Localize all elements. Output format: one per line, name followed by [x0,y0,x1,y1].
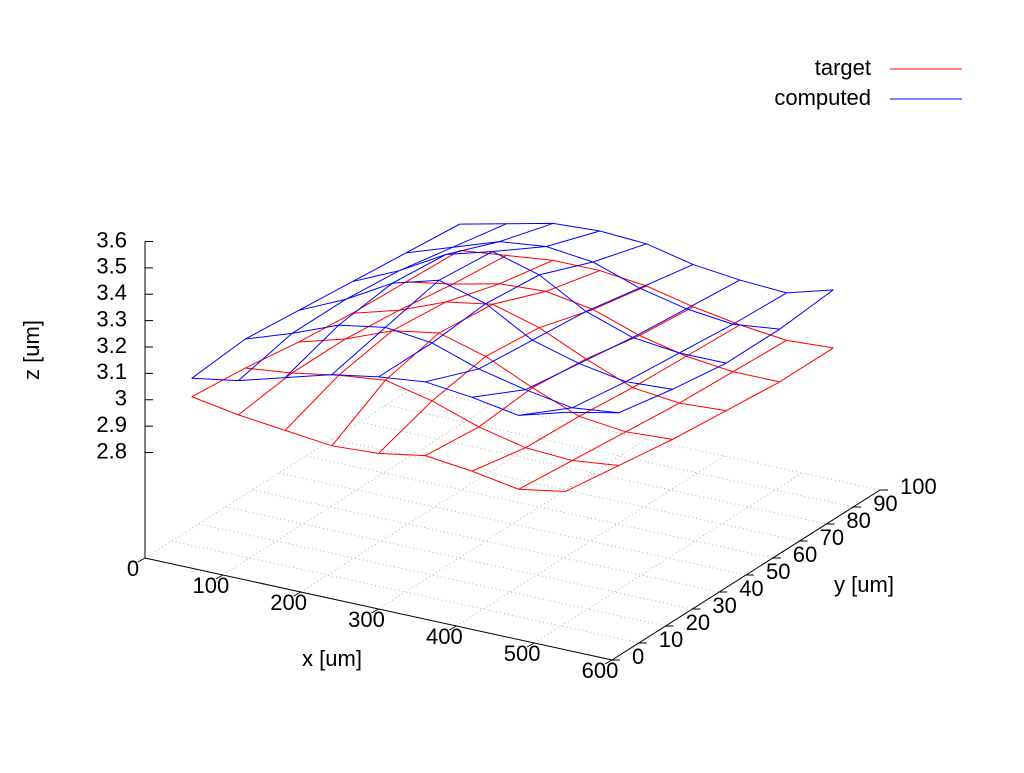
x-tick [371,608,379,614]
x-tick-label: 200 [270,590,307,615]
y-tick-label: 40 [739,576,763,601]
surface-row [245,324,619,414]
x-tick-label: 300 [348,607,385,632]
legend-label: computed [774,85,871,110]
x-tick [526,642,535,648]
grid-line [171,540,639,644]
y-tick-label: 60 [793,542,817,567]
x-tick-label: 500 [504,641,541,666]
z-tick-label: 3.5 [96,254,127,279]
surface-column [425,264,694,383]
x-tick [449,625,457,631]
x-tick-label: 0 [127,556,139,581]
surface-column [471,279,741,398]
surface-column [518,339,787,490]
surface-row [459,222,834,294]
grid-line [533,472,803,644]
grid-line [222,404,492,576]
surface-row [298,330,673,440]
surface-row [352,301,727,412]
y-tick-label: 20 [686,610,710,635]
x-tick [215,574,224,580]
grid-line [278,472,747,576]
x-tick [604,659,613,665]
y-tick-label: 80 [846,508,870,533]
z-tick-label: 3.3 [96,306,127,331]
surface-row [298,279,673,390]
y-tick-label: 100 [900,474,937,499]
y-tick-label: 0 [632,644,644,669]
x-tick-label: 400 [426,624,463,649]
surface-column [238,254,507,416]
surface-column [284,259,554,431]
surface-column [284,222,554,378]
z-tick-label: 3.2 [96,333,127,358]
x-axis-label: x [um] [302,646,362,671]
y-axis-label: y [um] [834,572,894,597]
grid-line [456,455,725,627]
x-tick [137,557,146,563]
z-tick-label: 2.9 [96,412,127,437]
legend-label: target [815,55,871,80]
grid-line [305,455,773,559]
grid-line [386,404,854,508]
x-tick-label: 600 [582,658,619,683]
y-tick-label: 90 [873,491,897,516]
y-tick-label: 70 [820,525,844,550]
surface-column [518,292,787,416]
surface-column [238,223,507,381]
surface-column [331,230,600,375]
z-axis-label: z [um] [19,320,44,380]
grid-line [198,523,666,627]
z-tick-label: 3 [115,386,127,411]
y-tick-label: 30 [712,593,736,618]
surface-column [565,289,834,414]
grid-line [378,438,647,610]
surface-row [245,367,619,466]
grid-line [144,387,414,559]
surface-column [378,243,647,378]
x-tick-label: 100 [192,573,229,598]
grid-line [300,421,569,593]
z-tick-label: 3.4 [96,280,127,305]
surface-row [459,250,834,349]
z-tick-label: 3.6 [96,227,127,252]
surface-row [406,241,780,330]
surface-column [378,285,647,454]
surface-row [191,374,566,416]
grid-line [252,489,720,593]
z-tick-label: 2.8 [96,438,127,463]
x-tick [293,591,301,597]
surface-column [471,324,741,472]
surface-column [565,347,834,492]
surface-column [191,223,460,379]
y-tick-label: 50 [766,559,790,584]
surface-column [424,306,694,457]
y-tick-label: 10 [659,627,683,652]
grid-line [359,421,827,525]
z-tick-label: 3.1 [96,359,127,384]
